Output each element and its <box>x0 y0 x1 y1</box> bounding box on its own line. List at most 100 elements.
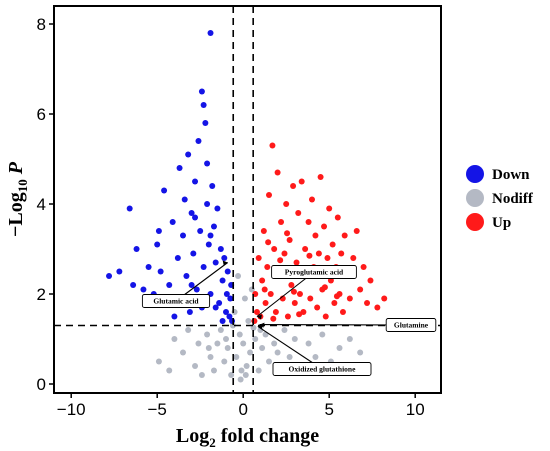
point-nodiff <box>198 372 205 378</box>
point-down <box>169 219 176 225</box>
point-nodiff <box>223 336 229 342</box>
point-up <box>307 295 314 302</box>
point-up <box>283 201 290 207</box>
point-up <box>315 250 322 257</box>
point-down <box>161 187 168 194</box>
point-nodiff <box>192 363 199 369</box>
point-down <box>198 88 205 95</box>
point-up <box>259 277 266 284</box>
point-nodiff <box>224 345 231 351</box>
point-nodiff <box>242 372 249 378</box>
annotation-glutamine: Glutamine <box>259 318 437 332</box>
point-down <box>174 255 181 261</box>
point-up <box>306 252 313 259</box>
point-down <box>217 246 224 252</box>
point-down <box>186 309 193 315</box>
annotation-label: Glutamic acid <box>153 297 199 306</box>
annotation-box <box>141 294 211 308</box>
point-up <box>327 277 334 284</box>
point-nodiff <box>214 340 221 347</box>
point-up <box>312 232 319 239</box>
annotation-box <box>272 362 372 376</box>
x-axis-title: Log2 fold change <box>176 425 319 450</box>
point-down <box>166 282 173 288</box>
x-tick-label: 0 <box>238 400 247 419</box>
point-nodiff <box>255 367 262 374</box>
point-up <box>305 219 312 225</box>
annotation-arrow-icon <box>256 314 262 320</box>
svg-text:−Log10 P: −Log10 P <box>5 161 30 237</box>
point-nodiff <box>281 327 288 333</box>
legend-label: Nodiff <box>492 191 534 207</box>
point-up <box>284 230 291 237</box>
point-down <box>190 250 197 257</box>
point-up <box>350 255 357 261</box>
axes: −10 −5 0 5 10 0 2 4 6 8 <box>37 15 425 419</box>
point-up <box>296 291 303 297</box>
legend-entry-nodiff: Nodiff <box>466 189 534 207</box>
point-down <box>229 318 236 324</box>
point-nodiff <box>180 349 186 356</box>
point-down <box>133 246 140 252</box>
point-nodiff <box>271 340 278 347</box>
point-up <box>272 309 279 315</box>
point-down <box>130 282 137 288</box>
point-up <box>253 309 260 315</box>
point-nodiff <box>241 295 248 302</box>
x-tick-label: 10 <box>406 400 425 419</box>
point-down <box>181 196 188 203</box>
point-up <box>321 223 328 230</box>
point-nodiff <box>155 358 162 365</box>
point-down <box>212 259 219 266</box>
point-down <box>226 313 233 320</box>
point-down <box>207 232 214 239</box>
point-up <box>293 259 300 266</box>
point-up <box>367 277 374 284</box>
point-up <box>339 309 346 315</box>
point-nodiff <box>243 363 250 369</box>
point-up <box>329 241 336 248</box>
y-axis-title: −Log10 P <box>5 161 30 237</box>
annotation-glutamic-acid: Glutamic acid <box>141 260 229 308</box>
point-down <box>176 165 183 171</box>
point-down <box>204 201 211 207</box>
threshold-lines <box>54 6 441 393</box>
point-up <box>314 304 321 311</box>
point-down <box>221 255 228 261</box>
point-up <box>326 205 333 212</box>
point-nodiff <box>357 349 364 356</box>
point-nodiff <box>233 354 240 360</box>
point-up <box>334 214 341 221</box>
data-points <box>106 30 388 383</box>
point-down <box>192 178 199 185</box>
point-down <box>171 313 178 320</box>
point-nodiff <box>312 354 319 360</box>
point-up <box>290 183 297 189</box>
point-up <box>353 228 360 234</box>
legend-label: Down <box>492 167 530 183</box>
y-tick-label: 6 <box>37 105 46 124</box>
point-down <box>180 232 186 239</box>
point-up <box>291 300 298 306</box>
annotation-oxidized-glutathione: Oxidized glutathione <box>257 324 372 376</box>
legend-label: Up <box>492 215 511 231</box>
point-down <box>185 151 192 158</box>
legend-swatch <box>466 189 484 207</box>
point-nodiff <box>238 367 245 374</box>
y-tick-label: 2 <box>37 285 46 304</box>
point-nodiff <box>229 322 236 329</box>
annotation-pyroglutamic-acid: Pyroglutamic acid <box>256 265 357 320</box>
point-nodiff <box>204 331 211 338</box>
point-up <box>338 250 345 257</box>
point-down <box>116 268 123 275</box>
point-down <box>157 268 164 275</box>
point-up <box>284 313 291 320</box>
point-up <box>364 300 371 306</box>
point-nodiff <box>237 376 244 383</box>
point-down <box>126 205 133 212</box>
point-nodiff <box>245 318 252 324</box>
point-nodiff <box>259 345 266 351</box>
point-down <box>106 273 113 279</box>
point-nodiff <box>274 349 281 356</box>
